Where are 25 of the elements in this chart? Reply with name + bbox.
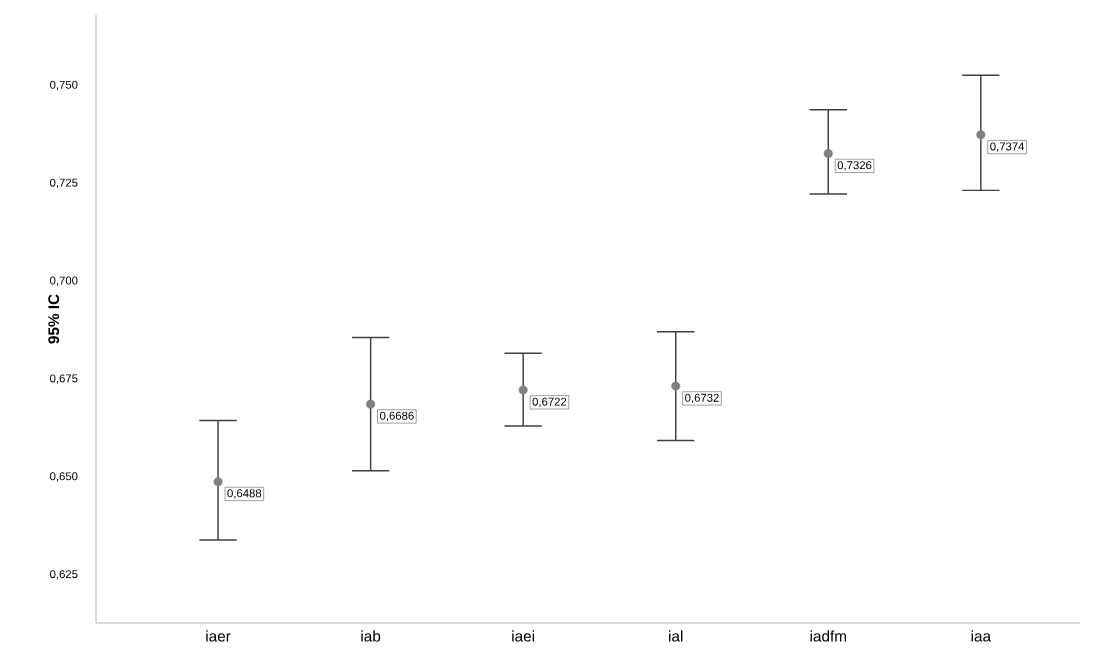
data-label: 0,7326 bbox=[837, 161, 872, 171]
point bbox=[366, 399, 376, 409]
data-label: 0,7374 bbox=[990, 142, 1025, 152]
x-tick-label: ial bbox=[669, 630, 683, 642]
data-label: 0,6722 bbox=[532, 397, 567, 407]
y-tick-label: 0,750 bbox=[50, 80, 78, 91]
point bbox=[823, 149, 833, 159]
point bbox=[976, 130, 986, 140]
y-tick-label: 0,675 bbox=[50, 374, 78, 384]
point bbox=[518, 385, 528, 395]
point bbox=[671, 381, 681, 391]
x-tick-label: iadfm bbox=[810, 630, 847, 642]
y-tick-label: 0,725 bbox=[50, 178, 78, 189]
data-label: 0,6732 bbox=[685, 393, 719, 404]
data-label: 0,6488 bbox=[227, 489, 262, 499]
y-tick-label: 0,625 bbox=[50, 570, 78, 580]
x-tick-label: iaer bbox=[206, 630, 231, 642]
point bbox=[213, 477, 223, 487]
data-label: 0,6686 bbox=[379, 411, 414, 422]
x-tick-label: iaei bbox=[512, 630, 535, 642]
y-axis-title: 95% IC bbox=[48, 294, 60, 344]
x-tick-label: iab bbox=[361, 630, 381, 642]
y-tick-label: 0,650 bbox=[50, 472, 78, 482]
y-tick-label: 0,700 bbox=[50, 276, 78, 286]
x-tick-label: iaa bbox=[971, 630, 992, 642]
